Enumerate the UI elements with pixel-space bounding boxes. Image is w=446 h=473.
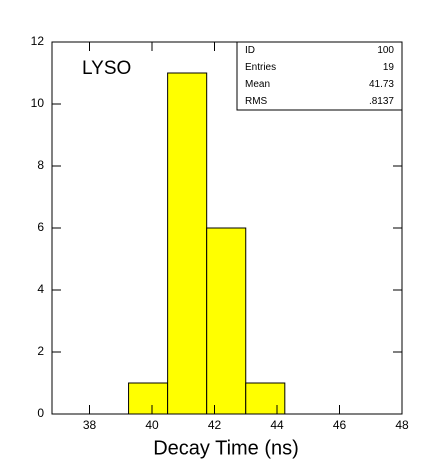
x-tick-label: 46 bbox=[333, 418, 347, 432]
bar bbox=[128, 382, 169, 415]
x-tick-label: 40 bbox=[145, 418, 159, 432]
y-tick-label: 12 bbox=[31, 34, 45, 48]
y-tick-label: 8 bbox=[37, 158, 44, 172]
x-tick-label: 38 bbox=[83, 418, 97, 432]
stats-value: 41.73 bbox=[369, 79, 394, 90]
bar bbox=[167, 72, 208, 415]
stats-value: 100 bbox=[377, 45, 394, 56]
y-tick-label: 6 bbox=[37, 220, 44, 234]
x-tick-label: 44 bbox=[270, 418, 284, 432]
annotation: LYSO bbox=[82, 58, 131, 79]
y-tick-label: 0 bbox=[37, 406, 44, 420]
y-tick-label: 10 bbox=[31, 96, 45, 110]
x-axis-label: Decay Time (ns) bbox=[153, 437, 299, 459]
bar bbox=[206, 227, 247, 415]
stats-label: ID bbox=[245, 45, 255, 56]
y-tick-label: 4 bbox=[37, 282, 44, 296]
stats-label: RMS bbox=[245, 96, 268, 107]
stats-label: Mean bbox=[245, 79, 270, 90]
y-tick-label: 2 bbox=[37, 344, 44, 358]
bar bbox=[245, 382, 286, 415]
stats-label: Entries bbox=[245, 62, 276, 73]
stats-value: 19 bbox=[383, 62, 395, 73]
x-tick-label: 48 bbox=[395, 418, 409, 432]
stats-box bbox=[236, 41, 403, 111]
stats-value: .8137 bbox=[369, 96, 394, 107]
x-tick-label: 42 bbox=[208, 418, 222, 432]
